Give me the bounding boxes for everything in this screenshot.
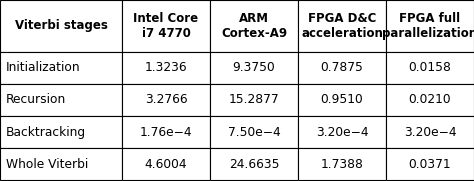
Bar — [0, 52, 122, 84]
Bar — [0, 0, 122, 52]
Text: FPGA full
parallelization: FPGA full parallelization — [383, 12, 474, 40]
Text: 24.6635: 24.6635 — [229, 158, 279, 171]
Bar — [298, 0, 386, 52]
Text: ARM
Cortex-A9: ARM Cortex-A9 — [221, 12, 287, 40]
Text: Recursion: Recursion — [6, 93, 66, 106]
Text: 3.20e−4: 3.20e−4 — [404, 126, 456, 139]
Bar — [298, 148, 386, 180]
Bar — [0, 84, 122, 116]
Bar — [298, 116, 386, 148]
Text: 0.0371: 0.0371 — [409, 158, 451, 171]
Bar — [210, 148, 298, 180]
Text: 3.2766: 3.2766 — [145, 93, 187, 106]
Bar — [0, 116, 122, 148]
Bar — [210, 0, 298, 52]
Text: Initialization: Initialization — [6, 61, 80, 74]
Text: 0.0158: 0.0158 — [409, 61, 451, 74]
Bar — [210, 116, 298, 148]
Text: 4.6004: 4.6004 — [145, 158, 187, 171]
Bar — [298, 84, 386, 116]
Text: Viterbi stages: Viterbi stages — [15, 19, 108, 32]
Text: 1.76e−4: 1.76e−4 — [140, 126, 192, 139]
Bar — [122, 116, 210, 148]
Bar — [386, 116, 474, 148]
Text: 0.9510: 0.9510 — [320, 93, 364, 106]
Bar — [386, 84, 474, 116]
Bar — [386, 0, 474, 52]
Text: 0.0210: 0.0210 — [409, 93, 451, 106]
Text: 0.7875: 0.7875 — [320, 61, 364, 74]
Text: FPGA D&C
acceleration: FPGA D&C acceleration — [301, 12, 383, 40]
Text: Intel Core
i7 4770: Intel Core i7 4770 — [134, 12, 199, 40]
Bar — [122, 84, 210, 116]
Bar — [386, 148, 474, 180]
Bar — [210, 52, 298, 84]
Bar — [122, 0, 210, 52]
Text: 3.20e−4: 3.20e−4 — [316, 126, 368, 139]
Text: Whole Viterbi: Whole Viterbi — [6, 158, 88, 171]
Bar — [122, 52, 210, 84]
Text: 7.50e−4: 7.50e−4 — [228, 126, 281, 139]
Text: 1.3236: 1.3236 — [145, 61, 187, 74]
Text: Backtracking: Backtracking — [6, 126, 86, 139]
Text: 1.7388: 1.7388 — [320, 158, 364, 171]
Bar — [386, 52, 474, 84]
Bar — [0, 148, 122, 180]
Bar — [298, 52, 386, 84]
Text: 9.3750: 9.3750 — [233, 61, 275, 74]
Bar — [210, 84, 298, 116]
Bar — [122, 148, 210, 180]
Text: 15.2877: 15.2877 — [228, 93, 279, 106]
